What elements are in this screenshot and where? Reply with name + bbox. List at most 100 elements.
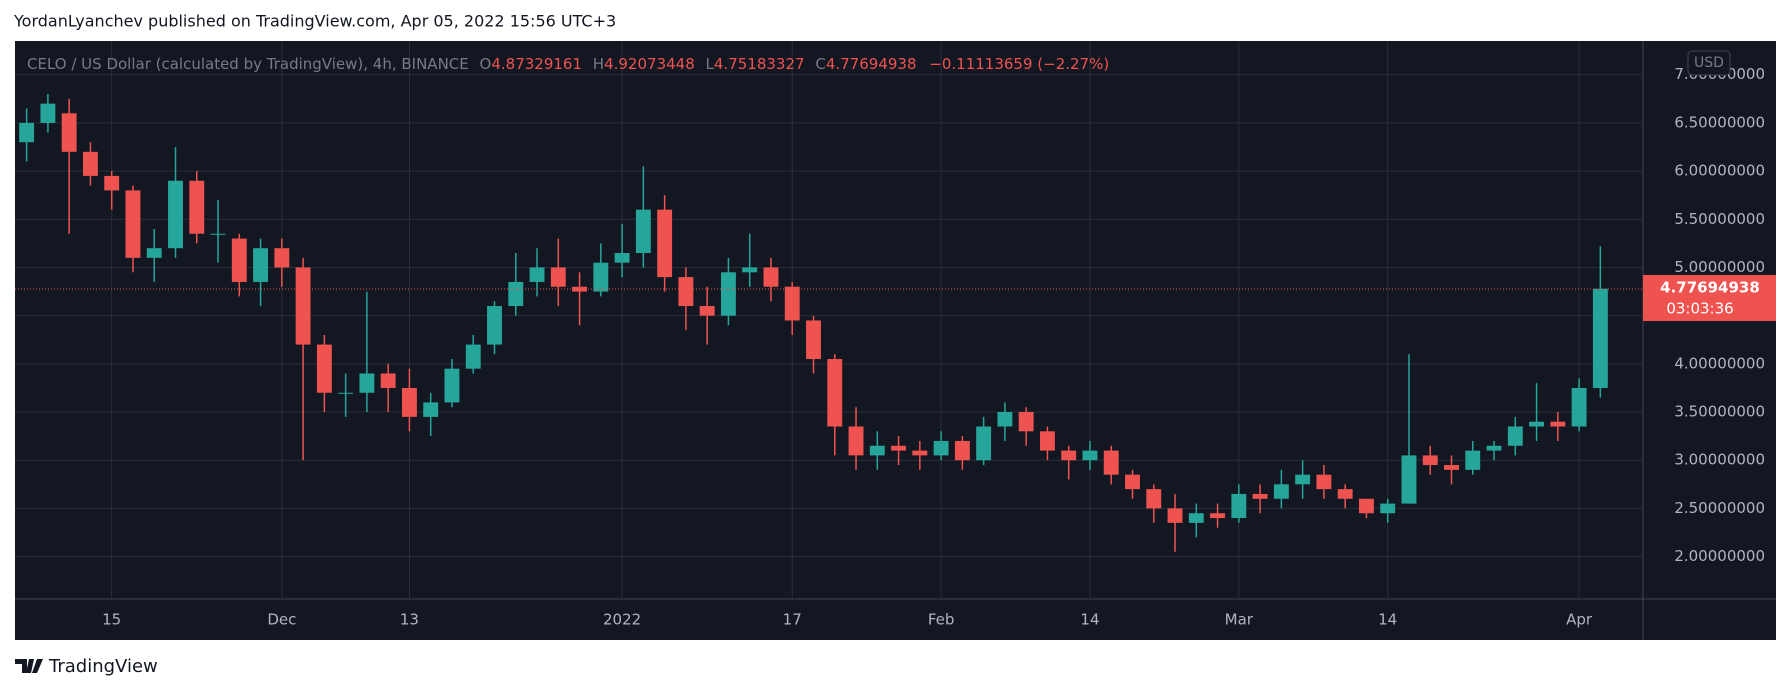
candle-body (806, 320, 821, 360)
y-tick-label: 5.00000000 (1674, 258, 1765, 276)
candle-body (1592, 288, 1608, 388)
candle-body (359, 373, 375, 393)
candle-body (210, 233, 226, 235)
candle-body (742, 267, 758, 273)
legend-o-label: O (480, 55, 492, 73)
candle-body (678, 277, 694, 307)
candles (15, 94, 1643, 552)
candle-body (231, 238, 247, 282)
candle-body (168, 180, 183, 249)
candle-body (1252, 493, 1268, 499)
candle-body (1507, 426, 1523, 446)
candle-body (1082, 450, 1098, 461)
candle-body (40, 103, 56, 123)
candle-body (976, 426, 992, 461)
currency[interactable]: USD (1694, 55, 1724, 71)
legend-c-label: C (815, 55, 825, 73)
candle-body (635, 209, 651, 254)
candle-body (1337, 489, 1353, 499)
candle-body (1316, 474, 1332, 490)
candle-body (61, 113, 77, 152)
countdown: 03:03:36 (1666, 299, 1733, 317)
candle-body (1571, 387, 1587, 427)
candle-body (891, 445, 907, 451)
candle-body (869, 445, 885, 456)
candle-body (1210, 513, 1226, 519)
legend: CELO / US Dollar (calculated by TradingV… (27, 55, 1109, 73)
candle-body (1486, 445, 1502, 451)
candle-body (933, 440, 949, 456)
x-tick-label: Feb (928, 611, 955, 629)
x-tick-label: Apr (1566, 611, 1593, 629)
x-tick-label: 14 (1080, 611, 1099, 629)
legend-low: 4.75183327 (714, 55, 805, 73)
brand: TradingView (15, 656, 158, 677)
candle-body (380, 373, 396, 388)
y-tick-label: 2.00000000 (1674, 547, 1765, 565)
legend-change: −0.11113659 (−2.27%) (929, 55, 1109, 73)
candle-body (784, 286, 800, 321)
candle-body (1167, 508, 1183, 523)
candle-body (1465, 450, 1481, 470)
y-tick-label: 6.50000000 (1674, 113, 1765, 131)
y-tick-label: 5.50000000 (1674, 210, 1765, 228)
candle-body (827, 359, 843, 427)
candle-body (614, 253, 630, 263)
x-tick-label: 14 (1378, 611, 1397, 629)
candle-body (997, 412, 1013, 427)
candle-body (912, 450, 928, 456)
candle-body (508, 281, 524, 307)
candle-body (295, 267, 311, 345)
candle-body (401, 387, 417, 417)
published-line: YordanLyanchev published on TradingView.… (13, 12, 616, 31)
candle-body (1018, 412, 1034, 432)
candle-body (1231, 493, 1247, 519)
candle-body (146, 248, 162, 258)
y-tick-label: 3.50000000 (1674, 403, 1765, 421)
x-tick-label: 13 (400, 611, 419, 629)
candle-body (423, 402, 439, 417)
last-price-label: 4.77694938 (1660, 278, 1760, 296)
brand-logo (15, 659, 43, 673)
legend-symbol: CELO / US Dollar (calculated by TradingV… (27, 55, 469, 73)
candle-body (189, 180, 205, 234)
legend-h-label: H (593, 55, 604, 73)
currency-box[interactable] (1687, 50, 1731, 76)
candle-body (1529, 421, 1545, 427)
legend-high: 4.92073448 (604, 55, 695, 73)
x-tick-label: Dec (267, 611, 296, 629)
candle-body (1444, 465, 1459, 470)
y-tick-label: 2.50000000 (1674, 499, 1765, 517)
candle-body (274, 248, 290, 268)
labels: 2.00000000 2.50000000 3.00000000 3.50000000… (102, 65, 1776, 629)
candle-body (1039, 431, 1055, 451)
x-tick-label: 2022 (603, 611, 641, 629)
candle-body (1295, 474, 1311, 485)
candle-body (316, 344, 332, 393)
candle-body (699, 306, 715, 316)
candle-body (1273, 484, 1289, 499)
candle-body (593, 262, 609, 292)
x-tick-label: 17 (783, 611, 802, 629)
candle-body (125, 190, 141, 258)
candle-body (1103, 450, 1119, 475)
legend-close: 4.77694938 (826, 55, 917, 73)
candle-body (1125, 474, 1140, 490)
y-tick-label: 4.00000000 (1674, 354, 1765, 372)
candle-body (1146, 489, 1162, 509)
candle-body (1061, 450, 1077, 461)
candle-body (82, 151, 98, 176)
candle-body (253, 248, 269, 282)
y-tick-label: 6.00000000 (1674, 162, 1765, 180)
candle-body (657, 209, 673, 278)
candle-body (763, 267, 779, 287)
candle-body (1401, 455, 1417, 504)
candle-body (1380, 503, 1396, 514)
candle-body (338, 392, 354, 394)
legend-open: 4.87329161 (491, 55, 582, 73)
chart-background (15, 41, 1776, 640)
candle-body (550, 267, 566, 287)
candle-body (19, 122, 35, 143)
last-price-box (1643, 274, 1776, 321)
